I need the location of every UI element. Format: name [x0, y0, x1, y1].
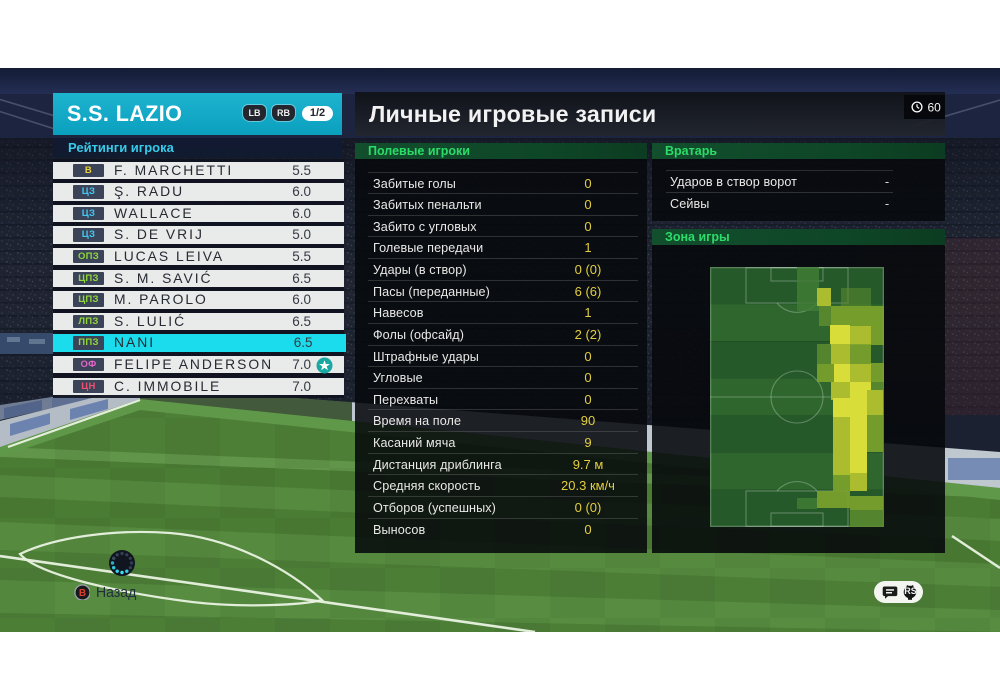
svg-text:60: 60	[928, 101, 942, 115]
svg-text:B: B	[79, 588, 86, 599]
